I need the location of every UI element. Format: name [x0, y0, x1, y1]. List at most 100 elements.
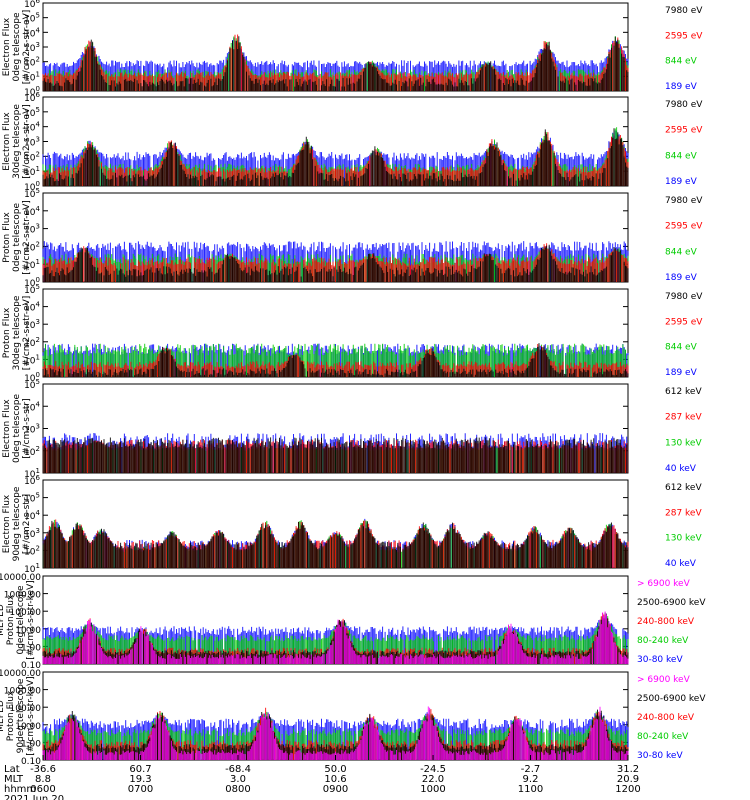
series-612-kev [42, 437, 629, 473]
x-tick-hhmm: 1200 [615, 784, 640, 795]
legend-entry: 130 keV [665, 438, 702, 448]
x-tick-mlt: 20.9 [617, 774, 639, 785]
y-axis-label-line: [#/cm2-s-str-eV] [22, 10, 32, 85]
series-trace [42, 520, 629, 568]
y-axis-label: TED Proton Flux 30deg telescope [#/cm2-s-st… [0, 295, 32, 370]
y-axis-label-line: MEPED [0, 508, 2, 540]
y-tick-label: 104 [24, 205, 40, 218]
y-tick-label: 105 [24, 106, 40, 119]
x-tick-mlt: 3.0 [230, 774, 246, 785]
y-axis-label-line: TED [0, 38, 2, 57]
legend-entry: 2595 eV [665, 317, 703, 327]
y-tick-label: 103 [24, 318, 40, 331]
x-tick-hhmm: 0800 [225, 784, 250, 795]
y-tick-label: 101 [24, 467, 40, 480]
y-tick-label: 101 [24, 70, 40, 83]
legend-entry: 189 eV [665, 177, 698, 187]
y-tick-label: 102 [24, 544, 40, 557]
y-tick-label: 105 [24, 187, 40, 200]
legend-entry: 189 eV [665, 368, 698, 378]
y-axis-label: MEPED Proton Flux 90deg telescope [#/cm2-s-… [0, 676, 36, 755]
legend-entry: 2595 eV [665, 31, 703, 41]
y-axis-label-line: Electron Flux [2, 112, 12, 171]
series--6900-kev [42, 611, 629, 664]
legend-entry: 844 eV [665, 57, 698, 67]
series-7980-ev [42, 343, 629, 377]
legend-entry: 2595 eV [665, 222, 703, 232]
legend-entry: 189 eV [665, 82, 698, 92]
y-tick-label: 10000.00 [0, 573, 41, 583]
y-axis-label-line: Proton Flux [2, 307, 12, 358]
legend-entry: 7980 eV [665, 292, 703, 302]
legend-entry: 240-800 keV [637, 713, 695, 723]
y-tick-label: 103 [24, 41, 40, 54]
legend-entry: 189 eV [665, 273, 698, 283]
y-tick-label: 105 [24, 283, 40, 296]
y-axis-label-line: TED [0, 324, 2, 343]
y-tick-label: 1000.00 [4, 591, 41, 601]
y-axis-label-line: 90deg telescope [16, 678, 26, 753]
y-tick-label: 10.00 [15, 626, 41, 636]
x-tick-lat: 50.0 [324, 764, 346, 775]
series-7980-ev [42, 244, 629, 282]
y-axis-label-line: 0deg telescope [12, 203, 22, 273]
y-tick-label: 102 [24, 336, 40, 349]
series-trace [42, 128, 629, 186]
legend-entry: 287 keV [665, 413, 702, 423]
series-7980-ev [42, 128, 629, 186]
y-axis-label-line: [#/cm2-s-str-keV] [26, 580, 36, 659]
y-axis-label: TED Proton Flux 0deg telescope [#/cm2-s-str… [0, 200, 32, 275]
legend-entry: 30-80 keV [637, 655, 683, 665]
x-tick-lat: 60.7 [129, 764, 151, 775]
legend-entry: 612 keV [665, 387, 702, 397]
legend-entry: 2500-6900 keV [637, 694, 706, 704]
x-tick-hhmm: 0600 [30, 784, 55, 795]
legend-entry: 2595 eV [665, 126, 703, 136]
legend-entry: 80-240 keV [637, 636, 689, 646]
y-axis-label-line: 30deg telescope [12, 104, 22, 179]
legend-entry: 844 eV [665, 247, 698, 257]
y-axis-label-line: 90deg telescope [12, 486, 22, 561]
y-tick-label: 103 [24, 136, 40, 149]
y-axis-label: MEPED Electron Flux 0deg telescope [#/cm2-s… [0, 394, 32, 464]
x-tick-hhmm: 1100 [518, 784, 543, 795]
panel-meped-electron-0deg: 101 102 103 104 105 MEPED Electron Flux 0deg te… [0, 378, 702, 480]
y-tick-label: 1.00 [21, 739, 41, 749]
legend-entry: 80-240 keV [637, 732, 689, 742]
y-axis-label-line: Proton Flux [6, 594, 16, 645]
y-tick-label: 104 [24, 301, 40, 314]
y-axis-label-line: [#/cm2-s-str-eV] [22, 296, 32, 371]
x-tick-mlt: 9.2 [523, 774, 539, 785]
y-tick-label: 104 [24, 400, 40, 413]
x-row-label: Lat [4, 764, 20, 775]
legend-entry: 844 eV [665, 151, 698, 161]
y-tick-label: 103 [24, 527, 40, 540]
y-tick-label: 104 [24, 26, 40, 39]
x-tick-mlt: 22.0 [422, 774, 444, 785]
y-axis-label-line: [#/cm2-s-str] [22, 398, 32, 458]
x-tick-hhmm: 0900 [323, 784, 348, 795]
y-axis-label-line: MEPED [0, 604, 6, 636]
y-axis-label: MEPED Electron Flux 90deg telescope [#/cm2-… [0, 486, 32, 561]
y-tick-label: 100.00 [10, 608, 42, 618]
legend-entry: 240-800 keV [637, 617, 695, 627]
y-axis-label-line: MEPED [0, 413, 2, 445]
x-tick-lat: 31.2 [617, 764, 639, 775]
y-tick-label: 101 [24, 165, 40, 178]
legend-entry: 612 keV [665, 483, 702, 493]
y-axis-label: TED Electron Flux 0deg telescope [#/cm2-s-s… [0, 10, 32, 85]
y-axis-label-line: 0deg telescope [12, 12, 22, 82]
series-trace [42, 611, 629, 664]
y-axis-label: TED Electron Flux 30deg telescope [#/cm2-s-… [0, 104, 32, 179]
legend-entry: > 6900 keV [637, 579, 691, 589]
legend-entry: 287 keV [665, 508, 702, 518]
y-tick-label: 103 [24, 423, 40, 436]
y-tick-label: 0.10 [21, 661, 41, 671]
y-tick-label: 100 [24, 371, 40, 384]
y-tick-label: 106 [24, 91, 40, 104]
